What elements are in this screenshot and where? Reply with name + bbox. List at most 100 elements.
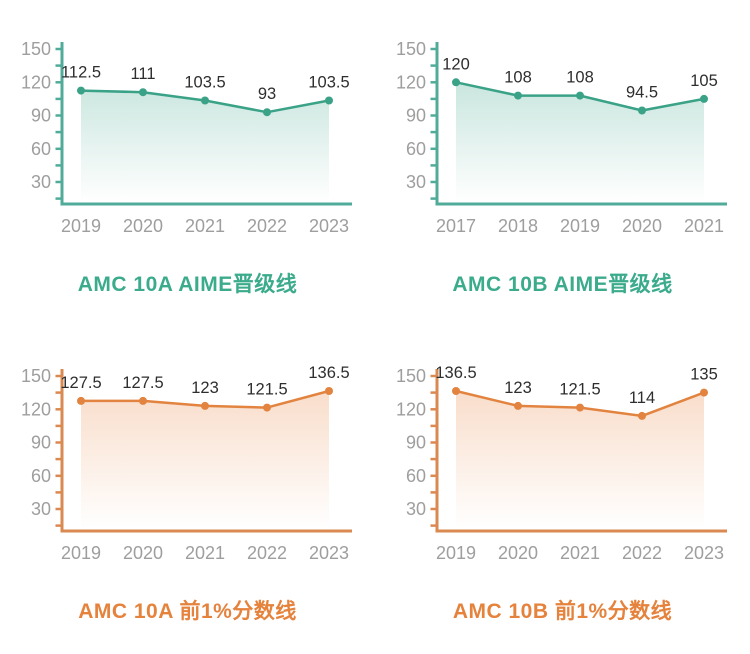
chart-card-amc10b-top1pct: 30 60 90 120 150 2019 2020 2021 2022 2023 136.5 123…	[375, 327, 750, 654]
amc10b-top1pct-plot: 30 60 90 120 150 2019 2020 2021 2022 2023 136.5 123…	[396, 364, 727, 563]
data-point-marker	[77, 86, 85, 95]
data-point-value-label: 105	[690, 72, 718, 90]
y-tick-label: 30	[406, 499, 426, 519]
data-point-marker	[638, 411, 646, 420]
data-point-value-label: 121.5	[246, 381, 287, 399]
chart-title-amc10a-top1pct: AMC 10A 前1%分数线	[78, 600, 297, 623]
x-tick-label: 2019	[560, 216, 600, 236]
y-tick-label: 60	[406, 139, 426, 159]
axes	[60, 42, 352, 206]
data-point-value-label: 120	[442, 55, 470, 73]
data-point-marker	[201, 401, 209, 410]
y-tick-label: 120	[21, 72, 51, 92]
x-tick-label: 2017	[436, 216, 476, 236]
x-tick-label: 2020	[622, 216, 662, 236]
x-tick-label: 2022	[247, 543, 287, 563]
x-tick-label: 2021	[684, 216, 724, 236]
data-point-value-label: 136.5	[308, 364, 349, 382]
amc10b-aime-plot: 30 60 90 120 150 2017 2018 2019 2020 2021 120 108 10…	[396, 39, 727, 236]
data-point-marker	[263, 108, 271, 117]
axes	[435, 42, 727, 206]
data-point-marker	[201, 96, 209, 105]
data-point-marker	[514, 401, 522, 410]
area-fill	[456, 82, 704, 202]
data-point-value-label: 136.5	[435, 364, 476, 382]
x-tick-label: 2020	[498, 543, 538, 563]
data-point-marker	[263, 403, 271, 412]
data-point-value-label: 108	[504, 69, 532, 87]
x-tick-label: 2023	[309, 543, 349, 563]
y-tick-label: 150	[396, 366, 426, 386]
data-point-marker	[576, 403, 584, 412]
data-point-marker	[77, 396, 85, 405]
data-point-value-label: 123	[504, 379, 532, 397]
data-point-value-label: 114	[629, 389, 655, 407]
y-tick-label: 30	[31, 499, 51, 519]
x-tick-label: 2022	[247, 216, 287, 236]
x-tick-label: 2021	[560, 543, 600, 563]
x-tick-label: 2021	[185, 216, 225, 236]
data-point-marker	[700, 94, 708, 103]
y-tick-label: 90	[406, 433, 426, 453]
data-point-marker	[139, 396, 147, 405]
y-tick-label: 60	[406, 466, 426, 486]
chart-title-amc10a-aime: AMC 10A AIME晋级线	[77, 273, 298, 296]
x-tick-label: 2020	[123, 543, 163, 563]
x-tick-label: 2023	[309, 216, 349, 236]
data-point-value-label: 111	[130, 65, 155, 83]
data-point-marker	[325, 387, 333, 395]
data-point-value-label: 112.5	[61, 64, 101, 82]
y-tick-label: 90	[31, 106, 51, 126]
x-tick-label: 2023	[684, 543, 724, 563]
x-tick-label: 2022	[622, 543, 662, 563]
y-tick-label: 150	[396, 39, 426, 59]
axes	[60, 369, 352, 533]
data-point-value-label: 127.5	[122, 374, 163, 392]
y-tick-label: 120	[396, 399, 426, 419]
area-fill	[81, 90, 329, 202]
x-tick-label: 2018	[498, 216, 538, 236]
chart-title-amc10b-aime: AMC 10B AIME晋级线	[452, 273, 673, 296]
data-point-value-label: 94.5	[626, 84, 658, 102]
x-tick-label: 2019	[61, 543, 101, 563]
y-tick-label: 120	[396, 72, 426, 92]
chart-card-amc10a-aime: 30 60 90 120 150 2019 2020 2021 2022 2023 112.5 111…	[0, 0, 375, 327]
data-point-marker	[452, 78, 460, 87]
data-point-value-label: 103.5	[308, 74, 349, 92]
amc10a-aime-plot: 30 60 90 120 150 2019 2020 2021 2022 2023 112.5 111…	[21, 39, 352, 236]
amc10a-top1pct-plot: 30 60 90 120 150 2019 2020 2021 2022 2023 127.5 127…	[21, 364, 352, 563]
y-tick-label: 60	[31, 466, 51, 486]
data-point-value-label: 103.5	[184, 74, 225, 92]
data-point-value-label: 93	[258, 85, 276, 103]
y-tick-label: 30	[406, 172, 426, 192]
x-tick-label: 2019	[436, 543, 476, 563]
y-tick-label: 30	[31, 172, 51, 192]
x-tick-label: 2019	[61, 216, 101, 236]
chart-title-amc10b-top1pct: AMC 10B 前1%分数线	[452, 600, 673, 623]
data-point-marker	[325, 96, 333, 105]
data-point-value-label: 127.5	[60, 374, 101, 392]
chart-card-amc10a-top1pct: 30 60 90 120 150 2019 2020 2021 2022 2023 127.5 127…	[0, 327, 375, 654]
y-tick-label: 90	[406, 106, 426, 126]
data-point-value-label: 108	[566, 69, 594, 87]
data-point-marker	[700, 388, 708, 397]
data-point-marker	[576, 91, 584, 100]
y-tick-label: 60	[31, 139, 51, 159]
y-tick-label: 120	[21, 399, 51, 419]
axes	[435, 369, 727, 533]
data-point-marker	[638, 106, 646, 115]
data-point-marker	[139, 88, 147, 97]
chart-card-amc10b-aime: 30 60 90 120 150 2017 2018 2019 2020 2021 120 108 10…	[375, 0, 750, 327]
area-fill	[81, 391, 329, 529]
data-point-marker	[452, 387, 460, 395]
data-point-marker	[514, 91, 522, 100]
x-tick-label: 2021	[185, 543, 225, 563]
data-point-value-label: 121.5	[559, 381, 600, 399]
x-tick-label: 2020	[123, 216, 163, 236]
y-tick-label: 150	[21, 39, 51, 59]
area-fill	[456, 391, 704, 529]
y-tick-label: 150	[21, 366, 51, 386]
data-point-value-label: 123	[191, 379, 219, 397]
data-point-value-label: 135	[690, 366, 718, 384]
